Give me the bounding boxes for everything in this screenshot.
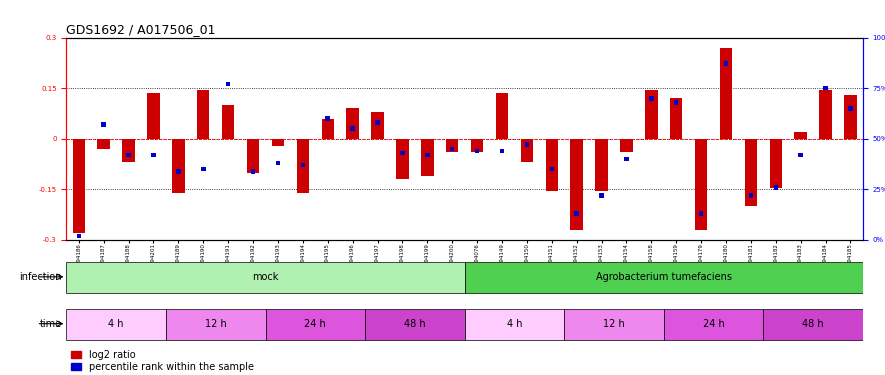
Bar <box>122 139 135 162</box>
Bar <box>571 139 583 230</box>
Bar <box>400 150 404 155</box>
Bar <box>465 309 565 340</box>
Bar <box>201 167 205 171</box>
Bar <box>446 139 458 152</box>
Text: 48 h: 48 h <box>404 319 426 329</box>
Bar <box>744 139 757 206</box>
Bar <box>151 153 156 158</box>
Bar <box>166 309 266 340</box>
Bar <box>176 169 181 174</box>
Bar <box>645 90 658 139</box>
Bar <box>724 62 728 66</box>
Bar <box>500 148 504 153</box>
Bar <box>173 139 185 193</box>
Bar <box>66 262 465 292</box>
Bar <box>565 309 664 340</box>
Bar <box>795 132 807 139</box>
Bar <box>798 153 803 158</box>
Text: Agrobacterium tumefaciens: Agrobacterium tumefaciens <box>596 272 732 282</box>
Bar <box>695 139 707 230</box>
Bar <box>127 153 131 158</box>
Bar <box>620 139 633 152</box>
Bar <box>624 157 628 161</box>
Bar <box>222 105 235 139</box>
Bar <box>450 147 454 151</box>
Bar <box>375 120 380 125</box>
Bar <box>545 139 558 191</box>
Bar <box>396 139 409 179</box>
Text: mock: mock <box>252 272 279 282</box>
Bar <box>250 169 255 174</box>
Bar <box>226 82 230 87</box>
Text: 12 h: 12 h <box>204 319 227 329</box>
Bar <box>773 185 778 190</box>
Text: 12 h: 12 h <box>603 319 625 329</box>
Text: 24 h: 24 h <box>703 319 725 329</box>
Bar <box>664 309 763 340</box>
Bar <box>520 139 533 162</box>
Bar <box>321 118 334 139</box>
Bar <box>350 126 355 131</box>
Bar <box>496 93 508 139</box>
Bar <box>66 309 166 340</box>
Bar <box>763 309 863 340</box>
Text: 48 h: 48 h <box>803 319 824 329</box>
Bar <box>247 139 259 172</box>
Bar <box>266 309 366 340</box>
Legend: log2 ratio, percentile rank within the sample: log2 ratio, percentile rank within the s… <box>71 350 254 372</box>
Bar <box>670 98 682 139</box>
Bar <box>699 211 704 216</box>
Text: time: time <box>40 320 62 329</box>
Bar <box>599 193 604 198</box>
Bar <box>197 90 210 139</box>
Bar <box>550 167 554 171</box>
Text: 24 h: 24 h <box>304 319 327 329</box>
Bar <box>272 139 284 146</box>
Bar <box>471 139 483 152</box>
Bar <box>674 100 679 105</box>
Bar <box>525 142 529 147</box>
Bar <box>97 139 110 149</box>
Bar <box>73 139 85 233</box>
Bar <box>823 86 827 90</box>
Text: GDS1692 / A017506_01: GDS1692 / A017506_01 <box>66 23 216 36</box>
Bar <box>372 112 384 139</box>
Bar <box>421 139 434 176</box>
Bar <box>475 148 480 153</box>
Bar <box>326 116 330 121</box>
Bar <box>848 106 852 111</box>
Bar <box>749 193 753 198</box>
Text: infection: infection <box>19 273 62 282</box>
Bar <box>820 90 832 139</box>
Bar <box>574 211 579 216</box>
Bar <box>844 95 857 139</box>
Bar <box>366 309 465 340</box>
Bar <box>301 163 305 167</box>
Bar <box>147 93 159 139</box>
Bar <box>649 96 653 100</box>
Bar <box>596 139 608 191</box>
Bar <box>276 160 281 165</box>
Bar <box>102 122 106 127</box>
Bar <box>346 108 358 139</box>
Bar <box>720 48 732 139</box>
Bar <box>77 234 81 238</box>
Bar <box>465 262 863 292</box>
Text: 4 h: 4 h <box>506 319 522 329</box>
Bar <box>296 139 309 193</box>
Text: 4 h: 4 h <box>108 319 124 329</box>
Bar <box>770 139 782 188</box>
Bar <box>425 153 429 158</box>
